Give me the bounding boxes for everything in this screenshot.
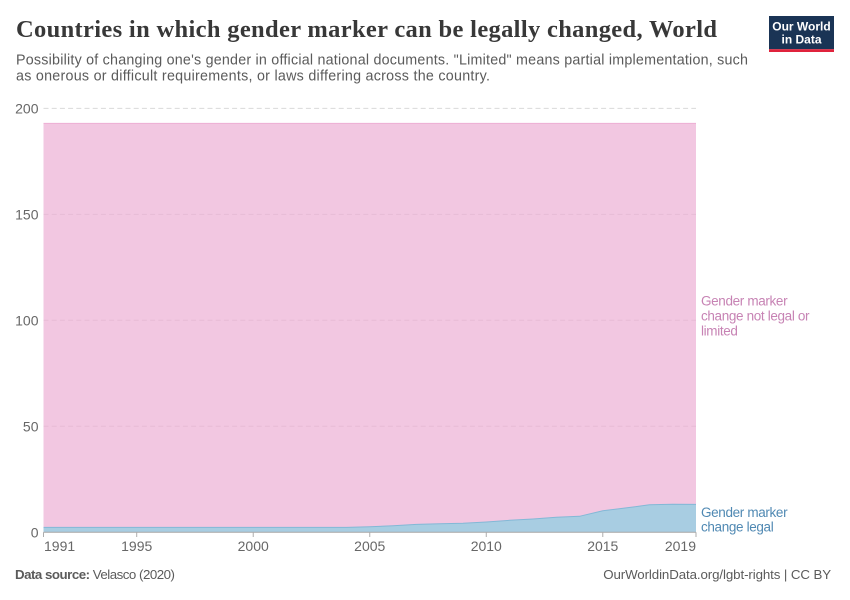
svg-text:OurWorldinData.org/lgbt-rights: OurWorldinData.org/lgbt-rights | CC BY [603, 567, 831, 582]
svg-text:Data source: Velasco (2020): Data source: Velasco (2020) [15, 567, 175, 582]
svg-text:2000: 2000 [238, 538, 269, 554]
svg-text:2015: 2015 [587, 538, 618, 554]
svg-text:Possibility of changing one's: Possibility of changing one's gender in … [16, 53, 748, 69]
svg-text:1995: 1995 [121, 538, 152, 554]
svg-text:150: 150 [15, 206, 39, 222]
svg-text:2005: 2005 [354, 538, 385, 554]
svg-text:change not legal or: change not legal or [701, 309, 810, 324]
svg-text:0: 0 [31, 524, 39, 540]
svg-text:2019: 2019 [665, 538, 696, 554]
svg-text:limited: limited [701, 324, 738, 339]
svg-text:Gender marker: Gender marker [701, 505, 788, 520]
svg-text:in Data: in Data [781, 33, 821, 47]
svg-text:1991: 1991 [44, 538, 75, 554]
svg-text:change legal: change legal [701, 520, 774, 535]
svg-text:Countries in which gender mark: Countries in which gender marker can be … [16, 16, 717, 43]
svg-text:Gender marker: Gender marker [701, 293, 788, 308]
svg-text:2010: 2010 [471, 538, 502, 554]
svg-text:100: 100 [15, 312, 39, 328]
svg-text:Our World: Our World [772, 20, 830, 34]
svg-text:as onerous or difficult requir: as onerous or difficult requirements, or… [16, 68, 490, 84]
svg-text:200: 200 [15, 101, 39, 117]
svg-text:50: 50 [23, 418, 39, 434]
